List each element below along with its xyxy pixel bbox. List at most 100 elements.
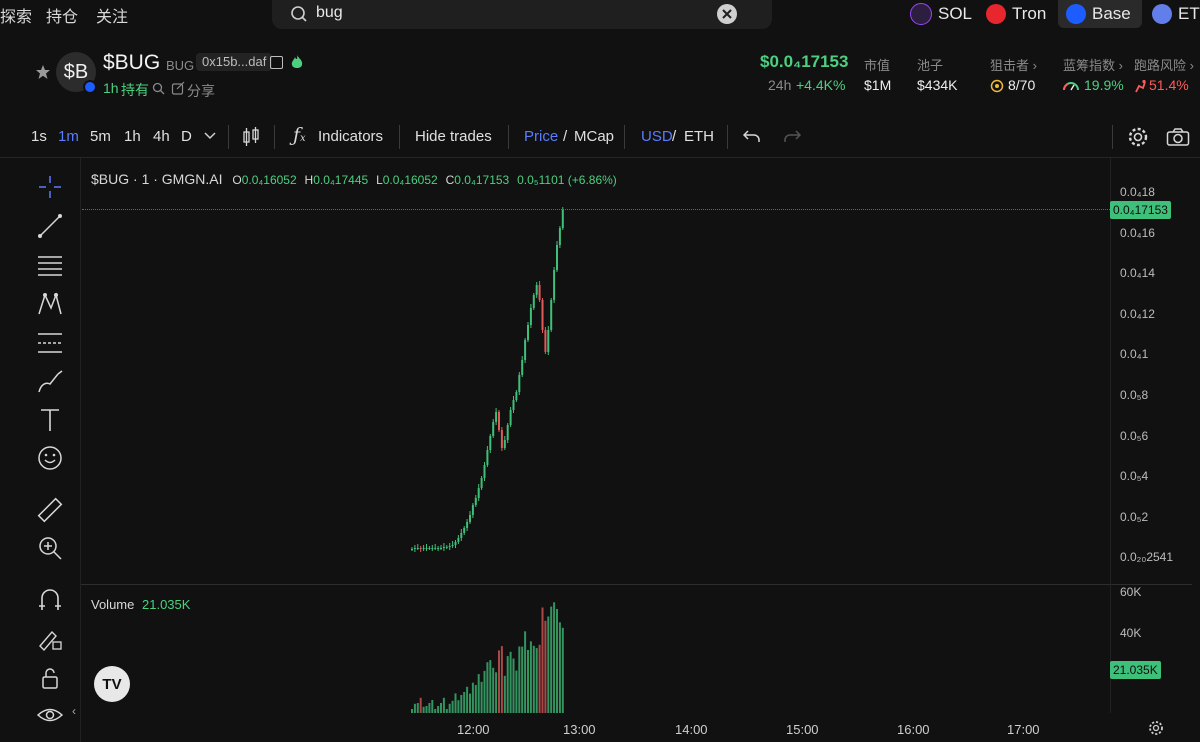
candle xyxy=(422,548,425,549)
hide-trades-button[interactable]: Hide trades xyxy=(415,128,492,145)
token-name: $BUG xyxy=(103,51,161,74)
bluechip-label[interactable]: 蓝筹指数 › xyxy=(1063,58,1123,73)
redo-icon[interactable] xyxy=(783,129,801,143)
fib-lines-icon[interactable] xyxy=(36,251,64,279)
time-tick-1700: 17:00 xyxy=(1007,722,1040,737)
mcap-value: $1M xyxy=(864,77,892,93)
volume-bar xyxy=(480,681,483,713)
brush-icon[interactable] xyxy=(36,368,64,396)
change-label: 24h xyxy=(768,77,792,93)
candle xyxy=(515,392,518,400)
magnet-icon[interactable] xyxy=(36,586,64,614)
volume-bar xyxy=(558,622,561,713)
nav-explore[interactable]: 探索 xyxy=(0,9,33,26)
tron-icon xyxy=(986,4,1006,24)
search-input[interactable]: bug xyxy=(316,4,343,21)
lock-drawing-icon[interactable] xyxy=(36,624,64,652)
chain-tron[interactable]: Tron xyxy=(986,0,1046,28)
chevron-down-icon[interactable] xyxy=(204,132,216,140)
base-icon xyxy=(1066,4,1086,24)
lock-icon[interactable] xyxy=(36,664,64,692)
share-label[interactable]: 分享 xyxy=(187,83,215,99)
nav-follow[interactable]: 关注 xyxy=(96,9,129,26)
emoji-icon[interactable] xyxy=(36,444,64,472)
clear-search-icon[interactable] xyxy=(716,3,738,25)
tradingview-logo[interactable]: TV xyxy=(94,666,130,702)
price-tick: 0.0₄18 xyxy=(1120,185,1155,199)
indicators-icon[interactable]: ƒx xyxy=(293,124,306,146)
candle xyxy=(486,450,489,465)
zoom-in-icon[interactable] xyxy=(36,534,64,562)
chain-sol[interactable]: SOL xyxy=(910,0,972,28)
candle xyxy=(428,548,431,549)
volume-bar xyxy=(477,674,480,713)
chain-base[interactable]: Base xyxy=(1058,0,1142,28)
volume-bar xyxy=(503,675,506,713)
interval-5m[interactable]: 5m xyxy=(90,128,111,145)
volume-bar xyxy=(466,686,469,713)
share-icon[interactable] xyxy=(171,81,185,95)
token-address[interactable]: 0x15b...daf xyxy=(196,53,273,71)
eth-toggle[interactable]: ETH xyxy=(684,128,714,145)
candles-icon[interactable] xyxy=(242,127,260,147)
interval-1h[interactable]: 1h xyxy=(124,128,141,145)
usd-toggle[interactable]: USD xyxy=(641,128,673,145)
volume-bar xyxy=(550,606,553,713)
settings-gear-icon[interactable] xyxy=(1127,126,1149,148)
eye-icon[interactable] xyxy=(36,701,64,729)
rug-risk-label[interactable]: 跑路风险 › xyxy=(1134,58,1194,73)
crosshair-icon[interactable] xyxy=(36,173,64,201)
volume-bar xyxy=(524,631,527,713)
price-tick: 0.0₅2 xyxy=(1120,510,1149,524)
sol-icon xyxy=(910,3,932,25)
sniper-label[interactable]: 狙击者 › xyxy=(990,58,1037,73)
mcap-toggle[interactable]: MCap xyxy=(574,128,615,145)
interval-4h[interactable]: 4h xyxy=(153,128,170,145)
chain-eth[interactable]: ETH xyxy=(1152,0,1200,28)
interval-1m[interactable]: 1m xyxy=(58,128,79,145)
base-chain-badge xyxy=(83,80,97,94)
candle xyxy=(471,505,474,515)
candle xyxy=(524,340,527,360)
volume-bar xyxy=(454,693,457,713)
price-tick: 0.0₄16 xyxy=(1120,226,1155,240)
projection-icon[interactable] xyxy=(36,329,64,357)
search-bar[interactable]: bug xyxy=(272,0,772,29)
candle xyxy=(416,548,419,549)
volume-bar xyxy=(500,646,503,713)
indicators-button[interactable]: Indicators xyxy=(318,128,384,145)
candle xyxy=(460,533,463,538)
text-tool-icon[interactable] xyxy=(36,406,64,434)
favorite-star-icon[interactable] xyxy=(35,64,51,80)
price-toggle[interactable]: Price xyxy=(524,128,559,145)
interval-d[interactable]: D xyxy=(181,128,192,145)
volume-bar xyxy=(527,650,529,713)
pattern-icon[interactable] xyxy=(36,290,64,318)
rug-risk-value: 51.4% xyxy=(1149,77,1189,93)
candle xyxy=(535,285,538,295)
undo-icon[interactable] xyxy=(743,129,761,143)
candle xyxy=(457,538,460,542)
last-volume-tag: 21.035K xyxy=(1110,661,1161,679)
rug-run-icon xyxy=(1135,79,1146,93)
volume-bar xyxy=(498,650,500,713)
sniper-value: 8/70 xyxy=(1008,77,1036,93)
trendline-icon[interactable] xyxy=(36,212,64,240)
price-tick: 0.0₅6 xyxy=(1120,429,1149,443)
volume-bar xyxy=(460,695,463,713)
holders-label[interactable]: 持有 xyxy=(121,82,149,98)
search-small-icon[interactable] xyxy=(152,82,165,95)
camera-icon[interactable] xyxy=(1166,127,1190,147)
bluechip-value: 19.9% xyxy=(1084,77,1124,93)
volume-bar xyxy=(489,660,492,713)
interval-1s[interactable]: 1s xyxy=(31,128,47,145)
nav-holdings[interactable]: 持仓 xyxy=(46,9,79,26)
axis-settings-icon[interactable] xyxy=(1148,720,1164,736)
volume-bar xyxy=(512,658,515,713)
collapse-arrow-icon[interactable]: ‹ xyxy=(72,704,76,718)
copy-icon[interactable] xyxy=(270,56,283,69)
volume-bar xyxy=(483,670,486,713)
volume-bar xyxy=(440,703,442,713)
ruler-icon[interactable] xyxy=(36,496,64,524)
